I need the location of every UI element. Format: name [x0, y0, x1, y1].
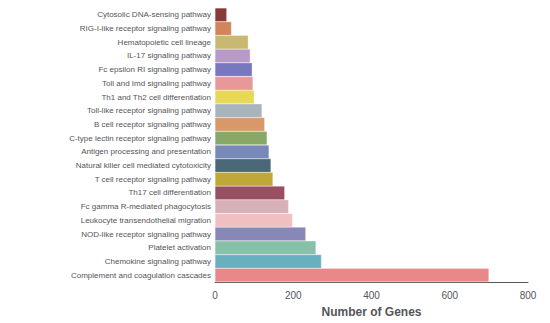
svg-text:Natural killer cell mediated c: Natural killer cell mediated cytotoxicit… — [76, 161, 211, 170]
svg-text:Antigen processing and present: Antigen processing and presentation — [81, 147, 211, 156]
svg-text:Chemokine signaling pathway: Chemokine signaling pathway — [105, 257, 211, 266]
svg-text:Toll-like receptor signaling p: Toll-like receptor signaling pathway — [87, 106, 211, 115]
svg-text:600: 600 — [441, 290, 458, 301]
svg-text:Fc epsilon RI signaling pathwa: Fc epsilon RI signaling pathway — [98, 65, 211, 74]
svg-text:Leukocyte transendothelial mig: Leukocyte transendothelial migration — [81, 216, 211, 225]
svg-text:NOD-like receptor signaling pa: NOD-like receptor signaling pathway — [81, 230, 211, 239]
svg-text:800: 800 — [520, 290, 537, 301]
svg-text:T cell receptor signaling path: T cell receptor signaling pathway — [95, 175, 211, 184]
svg-text:Fc gamma R-mediated phagocytos: Fc gamma R-mediated phagocytosis — [81, 202, 211, 211]
svg-text:Toll and Imd signaling pathway: Toll and Imd signaling pathway — [102, 79, 211, 88]
svg-text:RIG-I-like receptor signaling: RIG-I-like receptor signaling pathway — [80, 24, 211, 33]
svg-text:IL-17 signaling pathway: IL-17 signaling pathway — [127, 51, 211, 60]
svg-text:Hematopoietic cell lineage: Hematopoietic cell lineage — [118, 38, 212, 47]
svg-text:Complement and coagulation cas: Complement and coagulation cascades — [71, 271, 211, 280]
svg-text:B cell receptor signaling path: B cell receptor signaling pathway — [94, 120, 211, 129]
svg-text:Cytosolic DNA-sensing pathway: Cytosolic DNA-sensing pathway — [97, 10, 211, 19]
svg-text:Th1 and Th2 cell differentiati: Th1 and Th2 cell differentiation — [101, 93, 211, 102]
svg-text:400: 400 — [363, 290, 380, 301]
svg-text:Th17 cell differentiation: Th17 cell differentiation — [128, 188, 211, 197]
svg-text:C-type lectin receptor signali: C-type lectin receptor signaling pathway — [69, 134, 211, 143]
svg-text:0: 0 — [212, 290, 218, 301]
svg-text:200: 200 — [285, 290, 302, 301]
svg-text:Number of Genes: Number of Genes — [321, 305, 421, 319]
svg-text:Platelet activation: Platelet activation — [148, 243, 211, 252]
